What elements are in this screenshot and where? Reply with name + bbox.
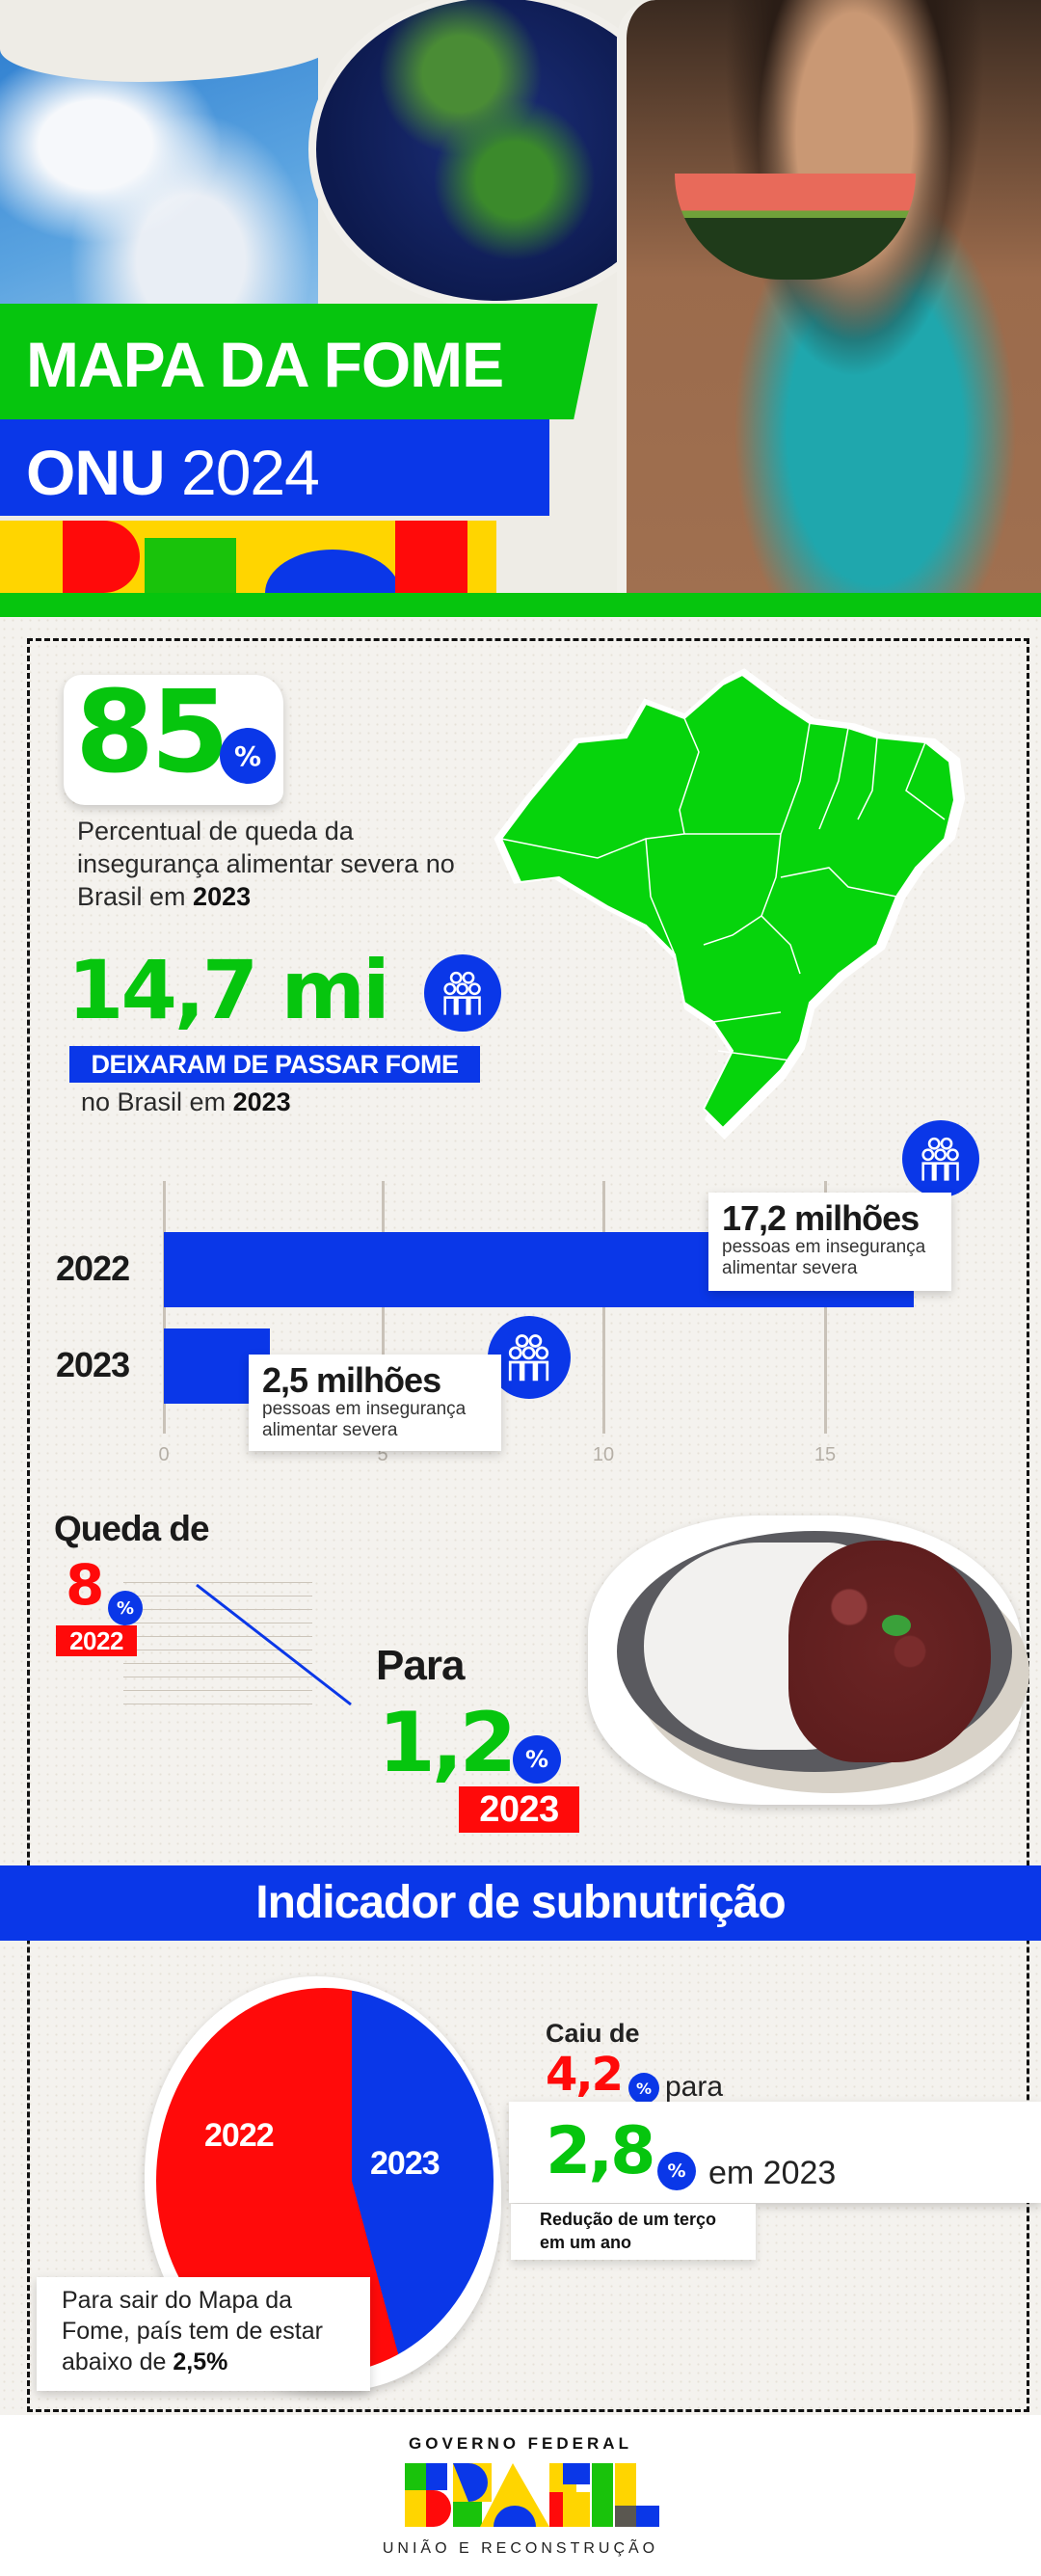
people-group-icon xyxy=(488,1316,571,1399)
year-badge-2023: 2023 xyxy=(459,1786,579,1833)
to-rate: 2,8 xyxy=(546,2113,655,2189)
subtext: no Brasil em xyxy=(81,1087,227,1116)
note-value: 2,5% xyxy=(173,2348,228,2375)
section-header: Indicador de subnutrição xyxy=(0,1865,1041,1941)
gridline xyxy=(824,1181,827,1434)
note-text: Para sair do Mapa da Fome, país tem de e… xyxy=(62,2287,323,2375)
to-year-label: em 2023 xyxy=(708,2155,837,2191)
pattern-shape xyxy=(145,538,236,593)
x-tick: 5 xyxy=(377,1444,388,1465)
description-year: 2023 xyxy=(193,882,252,911)
callout-2023: 2,5 milhões pessoas em insegurança alime… xyxy=(249,1355,501,1451)
brasil-pattern-band xyxy=(0,521,496,593)
from-rate: 4,2 xyxy=(546,2048,624,2102)
x-tick: 10 xyxy=(592,1444,615,1465)
stat-147-value: 14,7 mi xyxy=(67,943,390,1037)
hero-title: MAPA DA FOME xyxy=(26,329,504,400)
title-band-green xyxy=(0,304,598,419)
year-badge-2022: 2022 xyxy=(56,1625,137,1656)
para-label: para xyxy=(665,2071,724,2103)
callout-desc: pessoas em insegurança alimentar severa xyxy=(722,1236,926,1278)
caiu-label: Caiu de xyxy=(546,2019,640,2048)
ruled-lines xyxy=(123,1570,312,1704)
percent-badge-icon: % xyxy=(657,2152,696,2190)
pattern-shape xyxy=(63,521,140,593)
callout-2022: 17,2 milhões pessoas em insegurança alim… xyxy=(708,1193,951,1291)
threshold-note: Para sair do Mapa da Fome, país tem de e… xyxy=(37,2277,370,2391)
child-eating-watermelon-photo xyxy=(617,0,1041,617)
brasil-logo xyxy=(405,2463,659,2527)
queda-label: Queda de xyxy=(54,1509,210,1548)
callout-value: 2,5 milhões xyxy=(262,1360,441,1400)
stat-85-value: 85 xyxy=(75,665,229,798)
governo-federal-label: GOVERNO FEDERAL xyxy=(409,2434,632,2453)
subtext-year: 2023 xyxy=(232,1087,291,1116)
y-label-2022: 2022 xyxy=(56,1248,130,1288)
gridline xyxy=(163,1181,166,1434)
uniao-reconstrucao-label: UNIÃO E RECONSTRUÇÃO xyxy=(382,2540,659,2557)
description-text: Percentual de queda da insegurança alime… xyxy=(77,817,455,911)
rate-strip xyxy=(509,2102,1041,2203)
hero-subtitle: ONU 2024 xyxy=(26,436,320,509)
people-group-icon xyxy=(902,1120,979,1197)
green-divider xyxy=(0,593,1041,617)
percent-badge-icon: % xyxy=(513,1735,561,1784)
onu-label: ONU xyxy=(26,437,166,508)
stat-85-description: Percentual de queda da insegurança alime… xyxy=(77,815,482,913)
x-tick: 15 xyxy=(814,1444,837,1465)
callout-value: 17,2 milhões xyxy=(722,1198,920,1238)
year-label: 2024 xyxy=(181,437,320,508)
percent-badge-icon: % xyxy=(220,728,276,784)
y-label-2023: 2023 xyxy=(56,1345,130,1384)
parsley-icon xyxy=(882,1615,911,1636)
gridline xyxy=(602,1181,605,1434)
dashed-frame xyxy=(27,638,1029,2412)
percent-badge-icon: % xyxy=(108,1591,143,1625)
para-label: Para xyxy=(376,1642,465,1689)
to-value: 1,2 xyxy=(378,1695,517,1791)
hero-banner: MAPA DA FOME ONU 2024 xyxy=(0,0,1041,617)
pie-label-2023: 2023 xyxy=(370,2145,440,2182)
reducao-note: Redução de um terço em um ano xyxy=(511,2204,756,2260)
brazil-map xyxy=(492,646,993,1147)
stat-147-subtext: no Brasil em 2023 xyxy=(81,1087,291,1117)
from-value: 8 xyxy=(66,1552,105,1618)
people-group-icon xyxy=(424,954,501,1032)
beans-image xyxy=(788,1541,991,1762)
percent-badge-icon: % xyxy=(628,2073,659,2104)
title-band-blue xyxy=(0,419,549,516)
gridline xyxy=(382,1181,385,1434)
pattern-shape xyxy=(395,521,467,593)
deixaram-banner: DEIXARAM DE PASSAR FOME xyxy=(69,1046,480,1083)
callout-desc: pessoas em insegurança alimentar severa xyxy=(262,1398,467,1440)
pie-label-2022: 2022 xyxy=(204,2117,275,2154)
x-tick: 0 xyxy=(158,1444,170,1465)
